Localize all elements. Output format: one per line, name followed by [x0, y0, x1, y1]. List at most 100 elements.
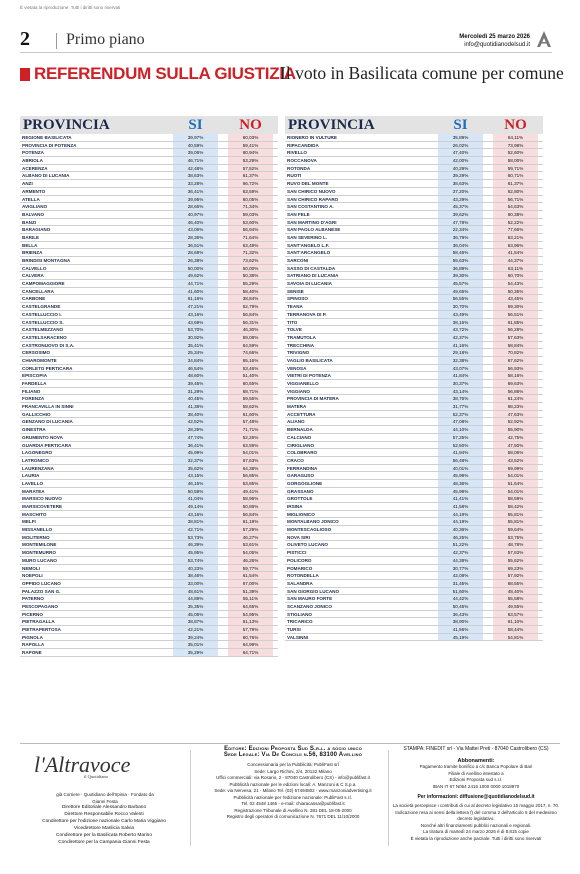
yes-percentage: 33,28% — [187, 181, 204, 187]
municipality-name: FILIANO — [22, 388, 41, 394]
masthead-logo-icon — [537, 31, 551, 47]
table-row: TURSI 41,56% 58,44% — [285, 626, 543, 634]
yes-percentage: 40,01% — [452, 465, 469, 471]
yes-percentage: 56,55% — [452, 296, 469, 302]
yes-percentage: 43,72% — [452, 327, 469, 333]
municipality-name: REGIONE BASILICATA — [22, 135, 72, 140]
table-row: MONTESCAGLIOSO 40,36% 59,64% — [285, 526, 543, 534]
yes-percentage: 28,36% — [187, 234, 204, 240]
subscriptions-info: Pagamento tramite bonifico a c/c Banca P… — [392, 764, 560, 790]
table-row: CASTELLUCCIO I. 43,16% 56,84% — [20, 311, 278, 319]
no-percentage: 54,01% — [507, 488, 524, 494]
no-percentage: 71,32% — [242, 250, 259, 256]
yes-percentage: 47,08% — [452, 419, 469, 425]
municipality-name: RAPONE — [22, 650, 42, 656]
table-row: TRICARICO 38,90% 61,10% — [285, 618, 543, 626]
copyright-notice: È vietata la riproduzione. Tutti i dirit… — [20, 5, 121, 10]
municipality-name: RIVELLO — [287, 150, 307, 156]
no-percentage: 54,63% — [507, 204, 524, 210]
table-row: RIVELLO 47,40% 52,60% — [285, 149, 543, 158]
table-row: BANZI 46,40% 53,60% — [20, 219, 278, 227]
table-row: BELLA 36,51% 63,49% — [20, 242, 278, 250]
table-row: SENISE 49,65% 50,35% — [285, 288, 543, 296]
municipality-name: SENISE — [287, 288, 304, 294]
municipality-name: SARCONI — [287, 258, 309, 263]
dateline: Mercoledì 25 marzo 2026 info@quotidianod… — [459, 33, 530, 49]
yes-percentage: 41,56% — [452, 627, 469, 632]
no-percentage: 61,37% — [507, 181, 524, 187]
no-percentage: 57,92% — [507, 573, 524, 579]
table-row: CHIAROMONTE 34,84% 65,16% — [20, 357, 278, 365]
yes-percentage: 43,16% — [187, 311, 204, 317]
table-row: SALANDRA 31,45% 68,55% — [285, 580, 543, 588]
no-percentage: 68,23% — [507, 404, 524, 410]
logo-subtitle: il Quotidiano — [84, 774, 108, 779]
no-column-band — [493, 134, 538, 642]
no-percentage: 58,96% — [242, 496, 259, 502]
yes-percentage: 38,90% — [452, 619, 469, 625]
results-table-left: PROVINCIA SI NO REGIONE BASILICATA 39,97%… — [20, 116, 278, 657]
no-percentage: 56,93% — [507, 365, 524, 371]
no-percentage: 55,62% — [507, 557, 524, 563]
yes-percentage: 53,74% — [187, 557, 204, 563]
legal-line: Nonché altri finanziamenti pubblici nazi… — [420, 822, 532, 828]
table-row: SAVOIA DI LUCANIA 45,57% 54,43% — [285, 280, 543, 288]
no-percentage: 54,05% — [242, 550, 259, 556]
yes-percentage: 42,08% — [452, 573, 469, 579]
municipality-name: ANZI — [22, 181, 33, 187]
no-percentage: 49,55% — [507, 603, 524, 609]
yes-percentage: 57,25% — [452, 434, 469, 440]
yes-percentage: 40,36% — [452, 527, 469, 533]
municipality-name: MELFI — [22, 519, 36, 525]
municipality-name: SALANDRA — [287, 580, 313, 586]
yes-percentage: 42,21% — [187, 627, 204, 632]
topic-marker — [20, 68, 30, 81]
no-percentage: 67,62% — [507, 357, 524, 363]
municipality-name: SPINOSO — [287, 296, 308, 302]
yes-percentage: 53,70% — [187, 327, 204, 333]
staff-line: Condirettore per la Campania Gianni Fest… — [58, 840, 150, 845]
legal-seat-line: Sede Legale: Via De Concilii n.56, 83100… — [223, 752, 363, 758]
no-percentage: 55,81% — [507, 519, 524, 525]
municipality-name: GRASSANO — [287, 488, 314, 494]
no-percentage: 43,45% — [507, 296, 524, 302]
municipality-name: LAURIA — [22, 473, 40, 479]
municipality-name: AVIGLIANO — [22, 204, 48, 210]
header-yes: SI — [453, 117, 468, 133]
advertising-line: Sede: via Nervesa, 21 - Milano Tel. (02)… — [214, 788, 372, 793]
table-row: CALVELLO 50,00% 50,00% — [20, 265, 278, 273]
results-table-right: PROVINCIA SI NO RIONERO IN VULTURE 35,89%… — [285, 116, 543, 642]
yes-percentage: 40,97% — [187, 211, 204, 217]
yes-percentage: 41,16% — [452, 342, 469, 348]
municipality-name: NOEPOLI — [22, 573, 43, 579]
yes-percentage: 46,71% — [187, 158, 204, 164]
table-row: CASTELMEZZANO 53,70% 46,30% — [20, 326, 278, 334]
yes-percentage: 43,15% — [187, 473, 204, 479]
municipality-name: GROTTOLE — [287, 496, 313, 502]
no-percentage: 61,10% — [507, 619, 524, 625]
table-row: SASSO DI CASTALDA 36,89% 63,11% — [285, 265, 543, 273]
table-row: GROTTOLE 41,41% 58,59% — [285, 495, 543, 503]
yes-percentage: 44,19% — [452, 511, 469, 517]
staff-line: Direttore Responsabile Rocco Valenti — [64, 812, 144, 817]
municipality-name: FERRANDINA — [287, 465, 318, 471]
table-row: NEMOLI 40,23% 59,77% — [20, 565, 278, 573]
yes-percentage: 39,06% — [187, 150, 204, 156]
yes-percentage: 47,74% — [187, 434, 204, 440]
yes-percentage: 42,37% — [452, 550, 469, 556]
article-heading: REFERENDUM SULLA GIUSTIZIA Il voto in Ba… — [20, 63, 564, 86]
table-row: MURO LUCANO 53,74% 46,26% — [20, 557, 278, 565]
no-percentage: 47,63% — [507, 411, 524, 417]
no-percentage: 57,48% — [242, 419, 259, 425]
no-percentage: 69,23% — [507, 565, 524, 571]
municipality-name: ROCCANOVA — [287, 158, 317, 164]
municipality-name: NOVA SIRI — [287, 534, 310, 540]
yes-percentage: 41,04% — [187, 496, 204, 502]
municipality-name: CASTELLUCCIO I. — [22, 311, 62, 317]
advertising-line: Sede: Largo Richini, 2/4, 20122 Milano — [254, 768, 332, 774]
municipality-name: LAGONEGRO — [22, 450, 53, 456]
yes-percentage: 42,71% — [187, 527, 204, 533]
no-percentage: 60,55% — [242, 381, 259, 386]
municipality-name: SAVOIA DI LUCANIA — [287, 281, 332, 287]
no-percentage: 65,16% — [242, 357, 259, 363]
